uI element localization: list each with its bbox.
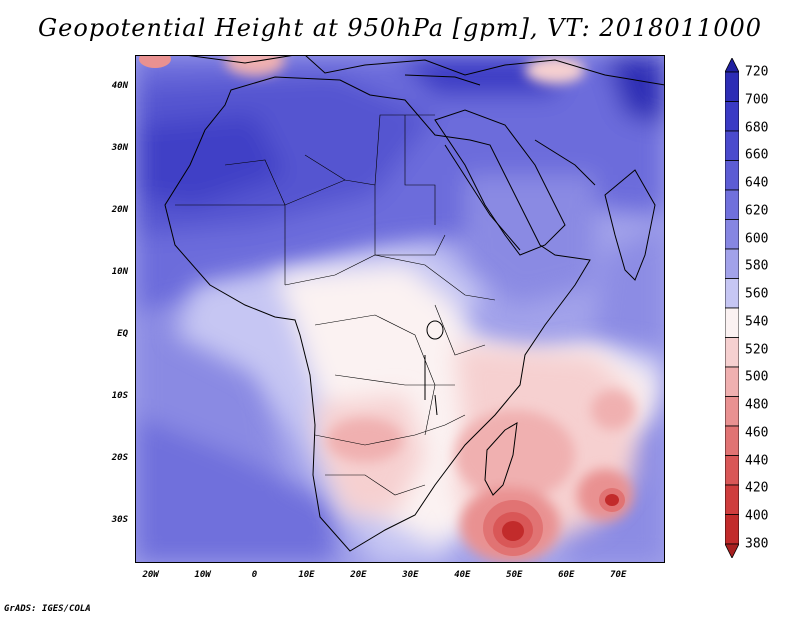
lon-tick-label: 60E — [558, 570, 575, 580]
lat-tick-label: 30N — [111, 142, 128, 153]
lat-tick-label: 40N — [111, 80, 128, 91]
colorbar-segment — [725, 71, 739, 102]
colorbar-segment — [725, 307, 739, 338]
geopotential-field — [135, 55, 665, 563]
credit-text: GrADS: IGES/COLA — [4, 604, 91, 614]
lon-tick-label: 40E — [454, 570, 471, 580]
map-panel — [135, 55, 665, 563]
colorbar-segment — [725, 101, 739, 132]
colorbar-segment — [725, 160, 739, 191]
colorbar-label: 720 — [745, 64, 769, 80]
lon-tick-label: 20E — [350, 570, 367, 580]
lat-tick-label: 20S — [111, 452, 128, 463]
colorbar-label: 640 — [745, 175, 769, 191]
colorbar-label: 440 — [745, 453, 769, 469]
colorbar — [725, 58, 739, 558]
coastlines — [164, 55, 665, 552]
colorbar-segment — [725, 484, 739, 515]
lat-tick-label: 30S — [111, 514, 128, 525]
colorbar-label: 660 — [745, 147, 769, 163]
colorbar-label: 700 — [745, 92, 769, 108]
lat-tick-label: 10S — [111, 390, 128, 401]
colorbar-max-arrow — [725, 58, 739, 73]
colorbar-segment — [725, 278, 739, 309]
lon-tick-label: 10W — [194, 570, 211, 580]
lat-tick-label: EQ — [117, 328, 128, 339]
colorbar-label: 480 — [745, 397, 769, 413]
colorbar-label: 400 — [745, 508, 769, 524]
lon-tick-label: 50E — [506, 570, 523, 580]
colorbar-label: 520 — [745, 342, 769, 358]
lon-tick-label: 20W — [142, 570, 159, 580]
map-frame — [135, 55, 665, 563]
colorbar-label: 560 — [745, 286, 769, 302]
lat-tick-label: 20N — [111, 204, 128, 215]
country-borders — [175, 114, 496, 496]
lon-tick-label: 30E — [402, 570, 419, 580]
colorbar-label: 420 — [745, 480, 769, 496]
colorbar-label: 540 — [745, 314, 769, 330]
colorbar-label: 380 — [745, 536, 769, 552]
colorbar-segment — [725, 189, 739, 220]
colorbar-label: 620 — [745, 203, 769, 219]
colorbar-label: 600 — [745, 231, 769, 247]
colorbar-segment — [725, 514, 739, 545]
colorbar-segment — [725, 248, 739, 279]
colorbar-segment — [725, 396, 739, 427]
colorbar-segment — [725, 337, 739, 368]
colorbar-segment — [725, 130, 739, 161]
colorbar-segment — [725, 219, 739, 250]
lat-tick-label: 10N — [111, 266, 128, 277]
lakes — [424, 320, 444, 416]
colorbar-label: 680 — [745, 120, 769, 136]
lon-tick-label: 70E — [610, 570, 627, 580]
colorbar-label: 580 — [745, 258, 769, 274]
lon-tick-label: 10E — [298, 570, 315, 580]
colorbar-min-arrow — [725, 543, 739, 558]
plot-title: Geopotential Height at 950hPa [gpm], VT:… — [38, 14, 762, 42]
colorbar-segment — [725, 366, 739, 397]
colorbar-label: 460 — [745, 425, 769, 441]
colorbar-label: 500 — [745, 369, 769, 385]
colorbar-segment — [725, 425, 739, 456]
colorbar-segment — [725, 455, 739, 486]
lon-tick-label: 0 — [251, 570, 258, 580]
